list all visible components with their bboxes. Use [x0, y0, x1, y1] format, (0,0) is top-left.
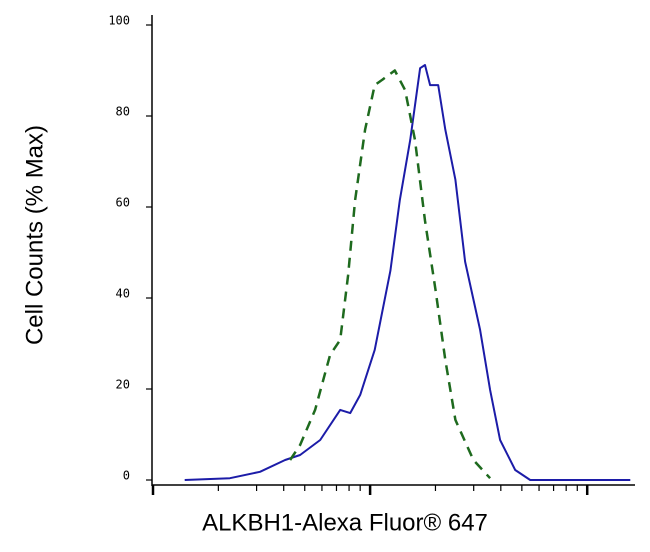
- y-axis-title: Cell Counts (% Max): [21, 125, 48, 345]
- y-tick-label: 60: [116, 196, 130, 210]
- y-tick-label: 0: [123, 469, 130, 483]
- y-tick-label: 100: [108, 14, 130, 28]
- x-axis-title: ALKBH1-Alexa Fluor® 647: [202, 509, 488, 536]
- histogram-line: [289, 69, 492, 480]
- histogram-line: [184, 64, 631, 481]
- y-tick-label: 40: [116, 287, 130, 301]
- y-tick-label: 80: [116, 105, 130, 119]
- y-tick-label: 20: [116, 378, 130, 392]
